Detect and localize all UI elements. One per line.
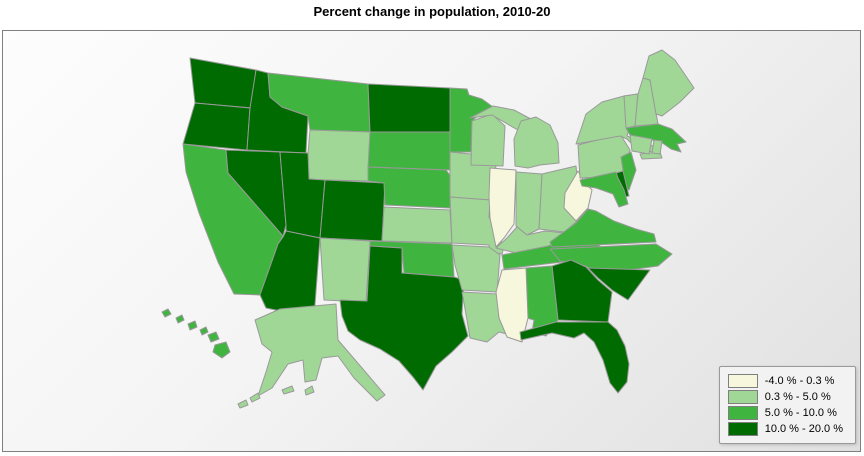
- state-NM[interactable]: [319, 237, 371, 303]
- map-legend: -4.0 % - 0.3 % 0.3 % - 5.0 % 5.0 % - 10.…: [718, 366, 856, 444]
- state-ND[interactable]: [367, 83, 451, 133]
- state-MS[interactable]: [495, 267, 529, 343]
- state-MI[interactable]: [469, 105, 560, 169]
- legend-swatch-class2: [727, 390, 758, 404]
- state-IN[interactable]: [515, 171, 543, 236]
- state-VA[interactable]: [549, 208, 657, 248]
- page-title: Percent change in population, 2010-20: [313, 4, 551, 19]
- state-AZ[interactable]: [259, 230, 321, 319]
- state-WY[interactable]: [307, 129, 371, 182]
- state-GA[interactable]: [551, 259, 613, 323]
- state-HI[interactable]: [161, 308, 231, 359]
- legend-swatch-class4: [727, 422, 758, 436]
- state-RI[interactable]: [651, 139, 663, 155]
- state-CT[interactable]: [629, 134, 653, 155]
- state-KS[interactable]: [381, 206, 453, 244]
- state-TX[interactable]: [339, 245, 469, 391]
- legend-item: -4.0 % - 0.3 %: [727, 374, 843, 388]
- legend-item: 10.0 % - 20.0 %: [727, 422, 843, 436]
- state-SD[interactable]: [367, 131, 452, 171]
- state-MD[interactable]: [579, 171, 629, 208]
- state-FL[interactable]: [519, 321, 630, 394]
- legend-label-class3: 5.0 % - 10.0 %: [764, 407, 837, 419]
- state-AK[interactable]: [237, 303, 386, 409]
- legend-swatch-class3: [727, 406, 758, 420]
- state-NE[interactable]: [367, 166, 453, 209]
- state-CO[interactable]: [319, 179, 386, 242]
- state-OR[interactable]: [182, 102, 251, 151]
- state-WA[interactable]: [189, 57, 257, 109]
- state-SC[interactable]: [587, 267, 651, 301]
- state-ME[interactable]: [642, 49, 695, 117]
- legend-item: 5.0 % - 10.0 %: [727, 406, 843, 420]
- legend-label-class1: -4.0 % - 0.3 %: [764, 375, 835, 387]
- state-WI[interactable]: [470, 113, 506, 167]
- legend-swatch-class1: [727, 374, 758, 388]
- legend-item: 0.3 % - 5.0 %: [727, 390, 843, 404]
- legend-label-class2: 0.3 % - 5.0 %: [764, 391, 831, 403]
- legend-label-class4: 10.0 % - 20.0 %: [764, 423, 843, 435]
